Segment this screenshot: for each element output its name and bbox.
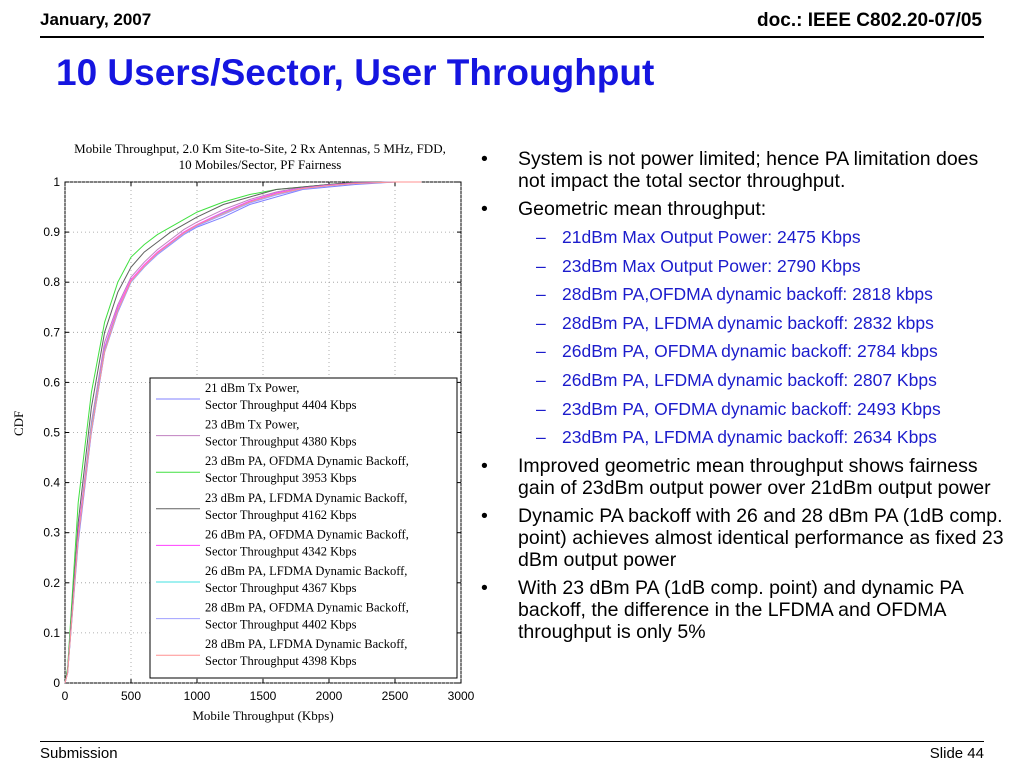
x-tick-label: 1000 <box>184 689 211 703</box>
sub-bullet-item: –28dBm PA, LFDMA dynamic backoff: 2832 k… <box>478 312 1008 334</box>
x-axis-label: Mobile Throughput (Kbps) <box>192 708 334 723</box>
sub-bullet-item: –28dBm PA,OFDMA dynamic backoff: 2818 kb… <box>478 283 1008 305</box>
bullet-mark: – <box>536 341 546 362</box>
y-tick-label: 0.9 <box>43 225 60 239</box>
bullet-mark: – <box>536 312 546 333</box>
x-tick-label: 2000 <box>316 689 343 703</box>
y-tick-label: 0.4 <box>43 476 60 490</box>
sub-bullet-item: –26dBm PA, LFDMA dynamic backoff: 2807 K… <box>478 369 1008 391</box>
header-doc-id: doc.: IEEE C802.20-07/05 <box>757 10 982 31</box>
legend-label: Sector Throughput 4398 Kbps <box>205 654 357 668</box>
sub-bullet-item: –23dBm Max Output Power: 2790 Kbps <box>478 255 1008 277</box>
bullet-text: 28dBm PA, LFDMA dynamic backoff: 2832 kb… <box>562 312 934 333</box>
bullet-text: Geometric mean throughput: <box>518 198 767 220</box>
bullet-text: System is not power limited; hence PA li… <box>518 148 979 192</box>
x-tick-label: 1500 <box>250 689 277 703</box>
legend-label: Sector Throughput 4342 Kbps <box>205 544 357 558</box>
x-tick-label: 500 <box>121 689 141 703</box>
y-tick-label: 0.3 <box>43 526 60 540</box>
sub-bullet-item: –26dBm PA, OFDMA dynamic backoff: 2784 k… <box>478 340 1008 362</box>
cdf-chart: 0 500 1000 1500 2000 2500 3000 0 0.1 0.2 0.3 0.4 0.5… <box>0 130 480 730</box>
bullet-text: 26dBm PA, OFDMA dynamic backoff: 2784 kb… <box>562 341 938 362</box>
bullet-text: 26dBm PA, LFDMA dynamic backoff: 2807 Kb… <box>562 369 937 390</box>
bullet-mark: – <box>536 369 546 390</box>
bullet-mark: – <box>536 398 546 419</box>
bullet-text: With 23 dBm PA (1dB comp. point) and dyn… <box>518 576 963 643</box>
chart-title: Mobile Throughput, 2.0 Km Site-to-Site, … <box>40 141 480 173</box>
bullet-text: 21dBm Max Output Power: 2475 Kbps <box>562 227 861 247</box>
y-tick-label: 0 <box>53 676 60 690</box>
bullet-text: Improved geometric mean throughput shows… <box>518 454 991 499</box>
legend-label: 28 dBm PA, LFDMA Dynamic Backoff, <box>205 637 407 651</box>
bullet-text: 23dBm PA, OFDMA dynamic backoff: 2493 Kb… <box>562 398 941 419</box>
footer-slide-number: Slide 44 <box>929 745 984 762</box>
bullet-mark: – <box>536 427 546 448</box>
legend-label: 26 dBm PA, OFDMA Dynamic Backoff, <box>205 527 409 541</box>
bullet-mark: • <box>481 454 488 477</box>
legend-label: 28 dBm PA, OFDMA Dynamic Backoff, <box>205 601 409 615</box>
legend-label: 21 dBm Tx Power, <box>205 381 299 395</box>
bullet-mark: – <box>536 255 546 276</box>
bullet-mark: • <box>481 576 488 599</box>
bullet-mark: – <box>536 284 546 305</box>
y-tick-label: 0.2 <box>43 576 60 590</box>
bullet-item: • Dynamic PA backoff with 26 and 28 dBm P… <box>478 505 1008 571</box>
legend-label: 23 dBm PA, OFDMA Dynamic Backoff, <box>205 454 409 468</box>
bullet-item: • With 23 dBm PA (1dB comp. point) and dy… <box>478 577 1008 643</box>
slide-title: 10 Users/Sector, User Throughput <box>56 52 655 93</box>
y-tick-label: 0.7 <box>43 325 60 339</box>
bullet-text: Dynamic PA backoff with 26 and 28 dBm PA… <box>518 504 1004 571</box>
footer-rule <box>40 741 984 742</box>
chart-title-line1: Mobile Throughput, 2.0 Km Site-to-Site, … <box>74 141 446 156</box>
x-tick-label: 3000 <box>448 689 475 703</box>
legend-label: Sector Throughput 4404 Kbps <box>205 398 357 412</box>
series-line-8 <box>64 181 422 684</box>
bullet-mark: • <box>481 148 488 170</box>
legend-label: Sector Throughput 4162 Kbps <box>205 508 357 522</box>
bullet-list: • System is not power limited; hence PA l… <box>478 148 1008 649</box>
series-line-4 <box>64 181 422 684</box>
legend-label: 23 dBm PA, LFDMA Dynamic Backoff, <box>205 491 407 505</box>
y-tick-label: 0.6 <box>43 375 60 389</box>
legend-box <box>149 377 458 679</box>
y-tick-label: 0.8 <box>43 275 60 289</box>
x-tick-label: 0 <box>62 689 69 703</box>
bullet-item: • Geometric mean throughput: <box>478 198 1008 220</box>
bullet-text: 28dBm PA,OFDMA dynamic backoff: 2818 kbp… <box>562 284 933 305</box>
chart-svg: 0 500 1000 1500 2000 2500 3000 0 0.1 0.2 0.3 0.4 0.5… <box>43 175 475 703</box>
bullet-mark: • <box>481 198 488 220</box>
header-date: January, 2007 <box>40 10 152 29</box>
bullet-item: • Improved geometric mean throughput show… <box>478 455 1008 499</box>
y-axis-label: CDF <box>11 410 26 436</box>
sub-bullet-item: –21dBm Max Output Power: 2475 Kbps <box>478 226 1008 248</box>
header-rule <box>40 36 984 38</box>
legend-label: Sector Throughput 4402 Kbps <box>205 618 357 632</box>
legend-label: Sector Throughput 4380 Kbps <box>205 435 357 449</box>
y-tick-label: 0.1 <box>43 626 60 640</box>
y-tick-label: 0.5 <box>43 426 60 440</box>
legend-label: 26 dBm PA, LFDMA Dynamic Backoff, <box>205 564 407 578</box>
bullet-mark: – <box>536 227 546 247</box>
legend-label: Sector Throughput 3953 Kbps <box>205 471 357 485</box>
legend-label: 23 dBm Tx Power, <box>205 418 299 432</box>
legend-label: Sector Throughput 4367 Kbps <box>205 581 357 595</box>
bullet-text: 23dBm PA, LFDMA dynamic backoff: 2634 Kb… <box>562 427 937 448</box>
bullet-mark: • <box>481 504 488 527</box>
sub-bullet-item: –23dBm PA, LFDMA dynamic backoff: 2634 K… <box>478 426 1008 448</box>
y-tick-label: 1 <box>53 175 60 189</box>
bullet-text: 23dBm Max Output Power: 2790 Kbps <box>562 255 861 276</box>
bullet-item: • System is not power limited; hence PA l… <box>478 148 1008 192</box>
x-tick-label: 2500 <box>382 689 409 703</box>
chart-title-line2: 10 Mobiles/Sector, PF Fairness <box>178 157 342 172</box>
footer-left: Submission <box>40 745 118 762</box>
sub-bullet-item: –23dBm PA, OFDMA dynamic backoff: 2493 K… <box>478 398 1008 420</box>
